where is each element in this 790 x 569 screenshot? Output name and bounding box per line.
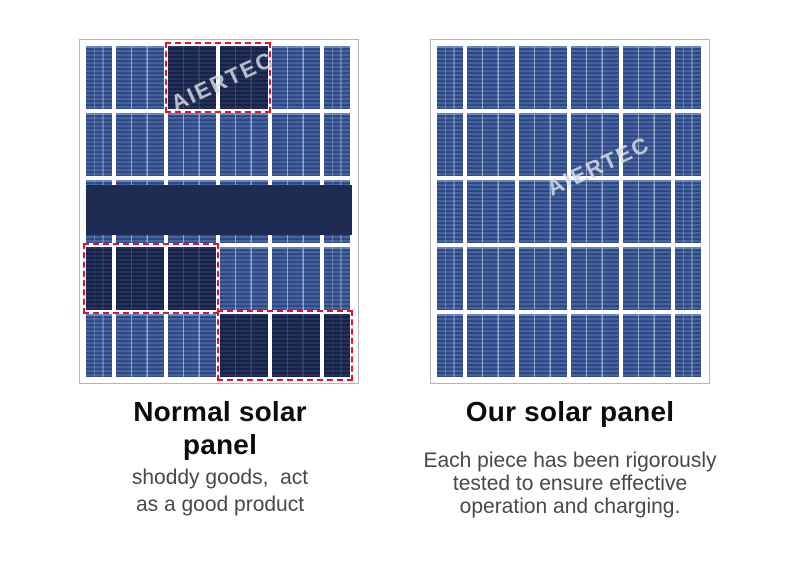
solar-cell	[116, 113, 164, 176]
solar-cell	[272, 46, 320, 109]
solar-cell	[571, 113, 619, 176]
solar-cell	[675, 46, 701, 109]
solar-cell	[571, 314, 619, 377]
solar-cell	[571, 46, 619, 109]
solar-cell	[86, 314, 112, 377]
solar-cell	[675, 180, 701, 243]
solar-cell	[519, 314, 567, 377]
solar-cell	[519, 46, 567, 109]
normal-panel-description: shoddy goods, act as a good product	[131, 466, 309, 516]
solar-cell	[324, 113, 350, 176]
solar-cell	[623, 314, 671, 377]
solar-cell	[272, 247, 320, 310]
defect-highlight-box	[83, 243, 219, 314]
defective-dark-cell	[116, 247, 164, 310]
solar-cell	[571, 247, 619, 310]
solar-cell	[168, 314, 216, 377]
solar-cell	[220, 113, 268, 176]
solar-cell	[467, 247, 515, 310]
solar-cell	[86, 113, 112, 176]
solar-cell	[168, 113, 216, 176]
defective-dark-cell	[86, 247, 112, 310]
our-panel-cells	[437, 46, 703, 377]
our-panel-title: Our solar panel	[465, 396, 675, 427]
defect-highlight-box	[165, 42, 271, 113]
defective-dark-cell	[220, 314, 268, 377]
our-panel-image: AIERTEC	[430, 39, 710, 384]
defective-dark-cell	[272, 314, 320, 377]
defective-dark-cell	[324, 314, 350, 377]
defective-dark-cell	[220, 46, 268, 109]
defect-highlight-box	[217, 310, 353, 381]
solar-cell	[324, 46, 350, 109]
solar-cell	[623, 113, 671, 176]
solar-cell	[467, 113, 515, 176]
solar-cell	[437, 113, 463, 176]
solar-cell	[437, 180, 463, 243]
solar-cell	[324, 247, 350, 310]
solar-cell	[675, 247, 701, 310]
normal-panel-image: AIERTEC	[79, 39, 359, 384]
solar-cell	[623, 247, 671, 310]
solar-cell	[437, 314, 463, 377]
solar-cell	[220, 247, 268, 310]
solar-cell	[467, 314, 515, 377]
solar-cell	[675, 113, 701, 176]
solar-cell	[519, 180, 567, 243]
solar-cell	[437, 46, 463, 109]
solar-cell	[519, 113, 567, 176]
solar-cell	[623, 180, 671, 243]
solar-cell	[86, 46, 112, 109]
normal-panel-title: Normal solar panel	[133, 396, 307, 460]
solar-cell	[116, 46, 164, 109]
solar-cell	[571, 180, 619, 243]
normal-panel-cells	[83, 42, 353, 381]
solar-cell	[623, 46, 671, 109]
solar-cell	[116, 314, 164, 377]
solar-cell	[467, 180, 515, 243]
shadow-band	[86, 185, 352, 235]
solar-cell	[519, 247, 567, 310]
solar-cell	[675, 314, 701, 377]
solar-cell	[467, 46, 515, 109]
defective-dark-cell	[168, 46, 216, 109]
solar-cell	[437, 247, 463, 310]
our-panel-description: Each piece has been rigorously tested to …	[423, 449, 717, 518]
solar-cell	[272, 113, 320, 176]
defective-dark-cell	[168, 247, 216, 310]
